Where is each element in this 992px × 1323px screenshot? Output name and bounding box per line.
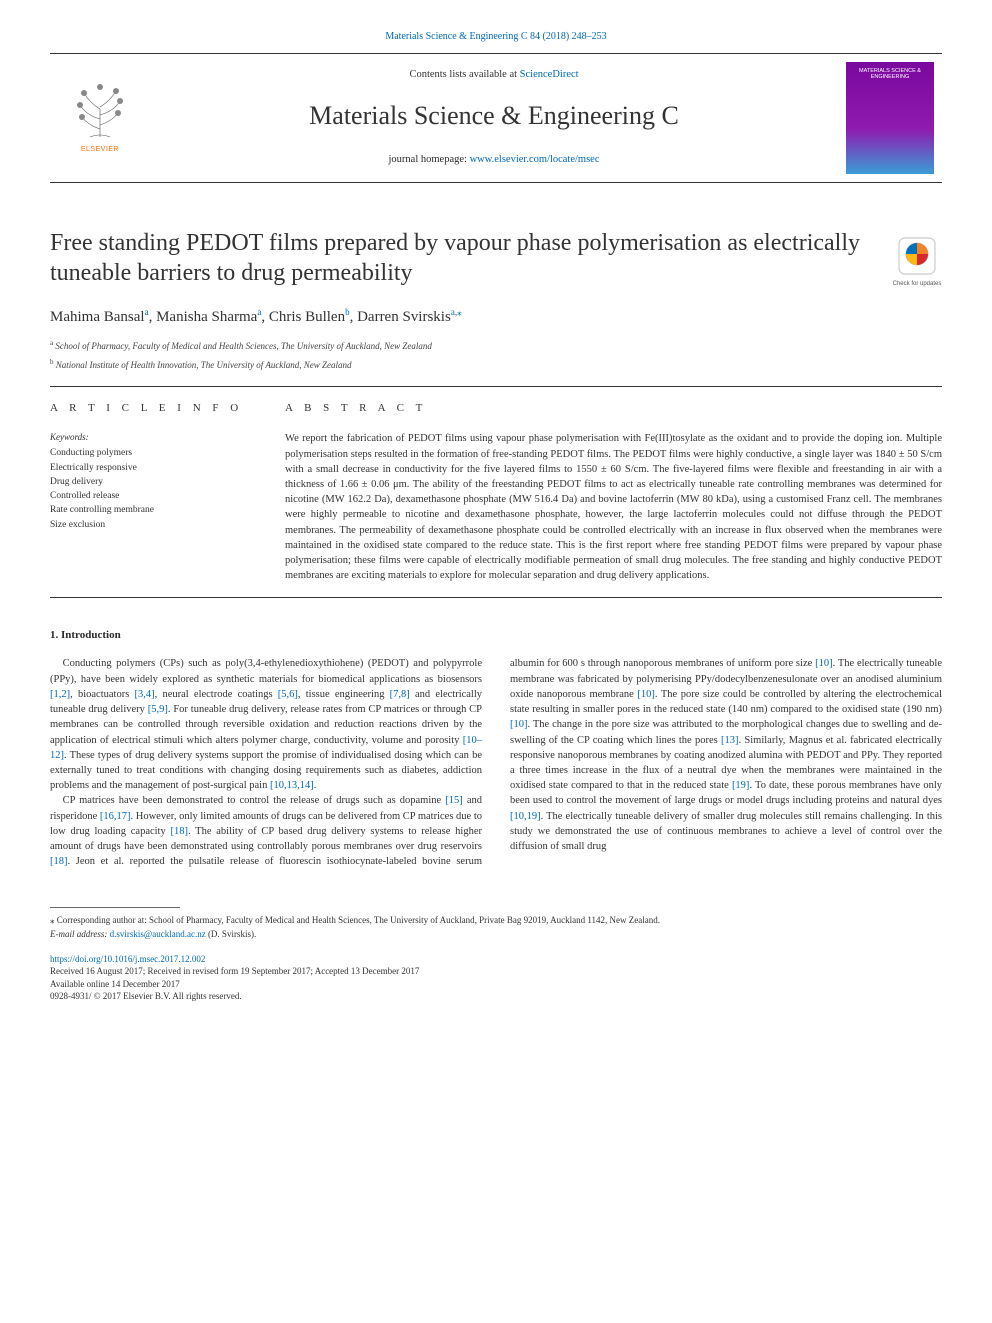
authors-line: Mahima Bansala, Manisha Sharmaa, Chris B…: [50, 306, 942, 329]
citation-ref[interactable]: [10]: [815, 658, 833, 669]
sciencedirect-link[interactable]: ScienceDirect: [520, 69, 579, 80]
footnote-email-suffix: (D. Svirskis).: [206, 929, 257, 939]
homepage-prefix: journal homepage:: [389, 154, 470, 165]
keywords-list: Conducting polymersElectrically responsi…: [50, 446, 255, 532]
journal-title: Materials Science & Engineering C: [160, 97, 828, 135]
article-footer: https://doi.org/10.1016/j.msec.2017.12.0…: [50, 953, 942, 1003]
body-paragraph: Conducting polymers (CPs) such as poly(3…: [50, 656, 482, 793]
citation-ref[interactable]: [5,9]: [148, 704, 168, 715]
footnote-rule: [50, 907, 180, 908]
elsevier-logo: ELSEVIER: [50, 69, 150, 165]
journal-homepage-line: journal homepage: www.elsevier.com/locat…: [160, 152, 828, 167]
keyword-item: Controlled release: [50, 489, 255, 503]
citation-ref[interactable]: [1,2]: [50, 689, 70, 700]
journal-homepage-link[interactable]: www.elsevier.com/locate/msec: [470, 154, 600, 165]
abstract-text: We report the fabrication of PEDOT films…: [285, 431, 942, 583]
corresponding-author-footnote: ⁎ Corresponding author at: School of Pha…: [50, 914, 942, 940]
keyword-item: Size exclusion: [50, 518, 255, 532]
citation-ref[interactable]: [18]: [170, 826, 188, 837]
body-two-column: Conducting polymers (CPs) such as poly(3…: [50, 656, 942, 869]
citation-ref[interactable]: [7,8]: [390, 689, 410, 700]
check-updates-label: Check for updates: [892, 281, 942, 287]
keyword-item: Rate controlling membrane: [50, 503, 255, 517]
journal-header: ELSEVIER Contents lists available at Sci…: [50, 53, 942, 183]
running-head-citation: Materials Science & Engineering C 84 (20…: [50, 30, 942, 45]
citation-ref[interactable]: [10]: [637, 689, 655, 700]
citation-ref[interactable]: [10,19]: [510, 811, 541, 822]
contents-prefix: Contents lists available at: [409, 69, 519, 80]
affiliation-line: b National Institute of Health Innovatio…: [50, 357, 942, 372]
journal-header-center: Contents lists available at ScienceDirec…: [150, 55, 838, 179]
crossmark-icon: [897, 236, 937, 276]
received-line: Received 16 August 2017; Received in rev…: [50, 965, 942, 978]
citation-ref[interactable]: [5,6]: [278, 689, 298, 700]
citation-ref[interactable]: [3,4]: [135, 689, 155, 700]
footnote-corr-text: ⁎ Corresponding author at: School of Pha…: [50, 915, 660, 925]
citation-ref[interactable]: [10]: [510, 719, 528, 730]
divider-rule: [50, 597, 942, 598]
footnote-email-link[interactable]: d.svirskis@auckland.ac.nz: [110, 929, 206, 939]
elsevier-wordmark: ELSEVIER: [81, 145, 119, 155]
elsevier-tree-icon: [70, 79, 130, 139]
footnote-email-label: E-mail address:: [50, 929, 110, 939]
article-info-column: A R T I C L E I N F O Keywords: Conducti…: [50, 401, 255, 583]
keyword-item: Drug delivery: [50, 475, 255, 489]
citation-ref[interactable]: [18]: [50, 856, 68, 867]
contents-available-line: Contents lists available at ScienceDirec…: [160, 67, 828, 82]
citation-ref[interactable]: [13]: [721, 735, 739, 746]
section-heading-introduction: 1. Introduction: [50, 628, 942, 644]
affiliation-line: a School of Pharmacy, Faculty of Medical…: [50, 338, 942, 353]
keywords-label: Keywords:: [50, 431, 255, 444]
keyword-item: Conducting polymers: [50, 446, 255, 460]
cover-thumb-text: MATERIALS SCIENCE & ENGINEERING: [846, 68, 934, 80]
article-info-heading: A R T I C L E I N F O: [50, 401, 255, 417]
citation-ref[interactable]: [10–12]: [50, 735, 482, 761]
journal-cover-thumbnail: MATERIALS SCIENCE & ENGINEERING: [846, 62, 934, 174]
keyword-item: Electrically responsive: [50, 461, 255, 475]
divider-rule: [50, 386, 942, 387]
citation-ref[interactable]: [15]: [445, 795, 463, 806]
abstract-column: A B S T R A C T We report the fabricatio…: [285, 401, 942, 583]
info-abstract-row: A R T I C L E I N F O Keywords: Conducti…: [50, 401, 942, 583]
abstract-heading: A B S T R A C T: [285, 401, 942, 417]
check-for-updates-badge[interactable]: Check for updates: [892, 236, 942, 287]
citation-ref[interactable]: [10,13,14]: [270, 780, 314, 791]
citation-ref[interactable]: [16,17]: [100, 811, 131, 822]
doi-link[interactable]: https://doi.org/10.1016/j.msec.2017.12.0…: [50, 953, 942, 966]
copyright-line: 0928-4931/ © 2017 Elsevier B.V. All righ…: [50, 990, 942, 1003]
available-online-line: Available online 14 December 2017: [50, 978, 942, 991]
article-title: Free standing PEDOT films prepared by va…: [50, 228, 942, 288]
citation-ref[interactable]: [19]: [732, 780, 750, 791]
